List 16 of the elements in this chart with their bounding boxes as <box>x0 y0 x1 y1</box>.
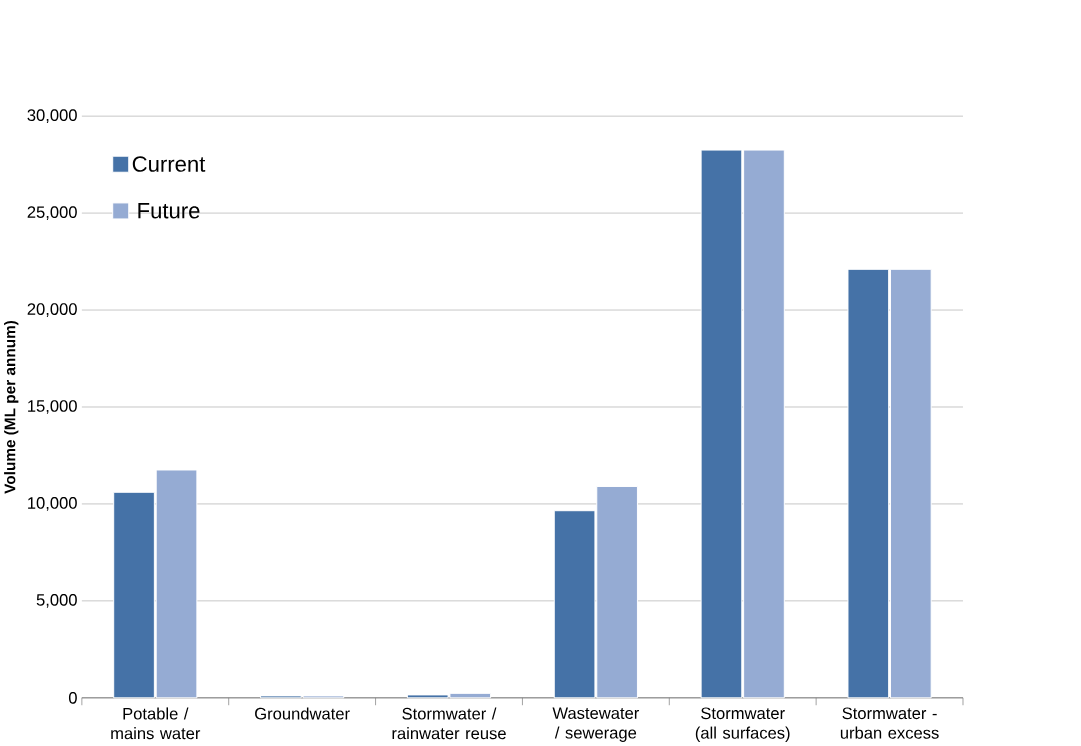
y-tick-label: 5,000 <box>36 593 77 608</box>
y-tick-label: 10,000 <box>28 497 77 511</box>
y-axis-title: Volume (ML per annum) <box>4 320 19 494</box>
y-tick-label: 25,000 <box>27 206 77 220</box>
y-tick-label: 15,000 <box>28 400 77 414</box>
x-tick-label: Potable / mains water <box>111 707 201 740</box>
y-tick-label: 30,000 <box>27 109 77 123</box>
y-tick-label: 0 <box>68 691 77 704</box>
x-tick-label: Stormwater (all surfaces) <box>695 707 790 742</box>
x-tick-label: Groundwater <box>255 707 350 720</box>
x-tick-label: Stormwater - urban excess <box>840 707 939 739</box>
x-tick-label: Wastewater / sewerage <box>552 707 640 742</box>
x-tick-label: Stormwater / rainwater reuse <box>392 707 506 740</box>
legend-label: Future <box>138 202 200 219</box>
legend-label: Current <box>132 156 206 172</box>
y-tick-label: 20,000 <box>27 303 77 317</box>
